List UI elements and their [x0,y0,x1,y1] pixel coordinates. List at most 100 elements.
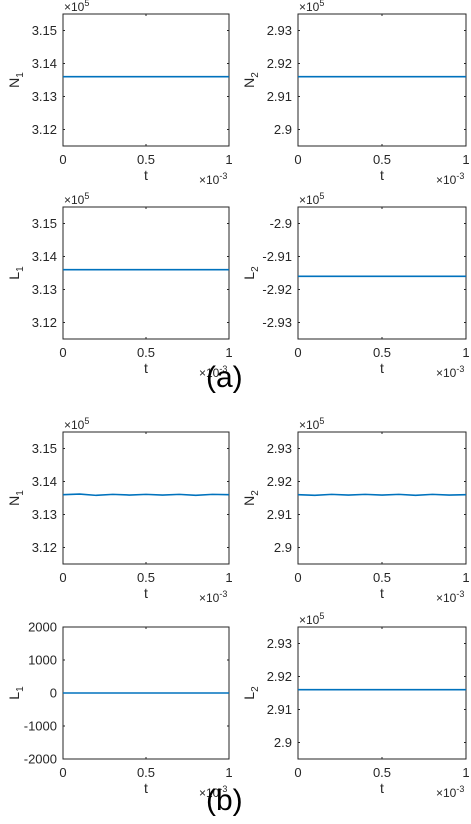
x-tick-label: 0.5 [373,570,391,585]
y-tick-label: -2000 [24,752,57,767]
x-tick-label: 0 [59,345,66,360]
x-tick-label: 0 [59,765,66,780]
x-tick-label: 1 [225,345,232,360]
y-tick-label: 2.91 [267,507,292,522]
y-tick-label: 2.9 [274,735,292,750]
x-tick-label: 0.5 [373,765,391,780]
x-axis-label: t [144,585,148,601]
x-axis-label: t [380,780,384,796]
y-tick-label: 3.13 [32,507,57,522]
y-tick-label: 3.14 [32,249,57,264]
y-tick-label: 3.14 [32,474,57,489]
y-tick-label: 2.93 [267,23,292,38]
chart-panel-5: 0 0.5 1 3.12 3.13 3.14 3.15 t N1 ×105 ×10-3 [6,416,233,605]
y-axis-label: L1 [6,266,26,280]
x-tick-label: 0 [294,570,301,585]
series-line [297,493,467,497]
y-tick-label: 3.15 [32,441,57,456]
y-tick-label: 3.15 [32,216,57,231]
axes-frame [62,13,230,147]
x-tick-label: 1 [462,152,469,167]
x-tick-label: 0 [294,765,301,780]
y-tick-label: 2.92 [267,669,292,684]
x-exponent: ×10-3 [199,784,227,800]
y-tick-label: 2.93 [267,441,292,456]
y-axis-label: N1 [6,490,26,506]
chart-panel-4: 0 0.5 1 -2.93 -2.92 -2.91 -2.9 t L2 ×105 ×10-3 [241,191,470,380]
x-tick-label: 0 [59,152,66,167]
x-axis-label: t [144,360,148,376]
x-tick-label: 1 [462,570,469,585]
y-tick-label: -2.92 [262,282,292,297]
y-tick-label: 3.12 [32,540,57,555]
y-axis-label: N1 [6,72,26,88]
y-tick-label: 2.91 [267,702,292,717]
axes-frame [62,431,230,565]
y-tick-label: -1000 [24,719,57,734]
x-exponent: ×10-3 [199,589,227,605]
y-tick-label: 3.13 [32,89,57,104]
axes-frame [297,626,467,760]
y-tick-label: 1000 [28,653,57,668]
y-exponent: ×105 [299,611,324,627]
x-tick-label: 0.5 [137,570,155,585]
x-axis-label: t [144,780,148,796]
x-exponent: ×10-3 [199,171,227,187]
x-axis-label: t [144,167,148,183]
y-tick-label: -2.9 [270,216,292,231]
x-axis-label: t [380,167,384,183]
y-exponent: ×105 [299,416,324,432]
y-tick-label: 3.15 [32,23,57,38]
y-tick-label: -2.93 [262,315,292,330]
y-exponent: ×105 [299,191,324,207]
x-tick-label: 1 [225,570,232,585]
y-tick-label: 3.13 [32,282,57,297]
y-axis-label: N2 [241,72,261,88]
y-tick-label: 0 [50,686,57,701]
panel-label-a: (a) [206,361,243,394]
x-tick-label: 0.5 [137,152,155,167]
chart-panel-6: 0 0.5 1 2.9 2.91 2.92 2.93 t N2 ×105 ×10-3 [241,416,470,605]
x-tick-label: 0 [59,570,66,585]
y-axis-label: L2 [241,266,261,280]
y-axis-label: L1 [6,686,26,700]
x-exponent: ×10-3 [436,784,464,800]
series-line [62,493,230,497]
y-tick-label: -2.91 [262,249,292,264]
y-tick-label: 3.12 [32,315,57,330]
x-tick-label: 0.5 [373,345,391,360]
chart-panel-2: 0 0.5 1 2.9 2.91 2.92 2.93 t N2 ×105 ×10-3 [241,0,470,187]
y-exponent: ×105 [64,416,89,432]
x-tick-label: 1 [462,765,469,780]
panel-label-b: (b) [206,784,243,817]
chart-panel-8: 0 0.5 1 2.9 2.91 2.92 2.93 t L2 ×105 ×10-3 [241,611,470,800]
x-tick-label: 0.5 [373,152,391,167]
axes-frame [297,431,467,565]
axes-frame [62,206,230,340]
x-tick-label: 0.5 [137,345,155,360]
y-tick-label: 2.92 [267,56,292,71]
x-tick-label: 1 [462,345,469,360]
chart-panel-1: 0 0.5 1 3.12 3.13 3.14 3.15 t N1 ×105 ×10-3 [6,0,233,187]
x-axis-label: t [380,360,384,376]
x-tick-label: 0.5 [137,765,155,780]
y-tick-label: 2.93 [267,636,292,651]
y-tick-label: 2000 [28,620,57,635]
y-tick-label: 2.91 [267,89,292,104]
x-exponent: ×10-3 [436,589,464,605]
x-tick-label: 1 [225,765,232,780]
chart-panel-7: 0 0.5 1 -2000 -1000 0 1000 2000 t L1 ×10-3 [6,620,233,801]
x-tick-label: 1 [225,152,232,167]
axes-frame [297,13,467,147]
y-exponent: ×105 [64,191,89,207]
y-exponent: ×105 [299,0,324,14]
y-tick-label: 3.14 [32,56,57,71]
y-tick-label: 2.9 [274,540,292,555]
x-exponent: ×10-3 [436,364,464,380]
x-tick-label: 0 [294,152,301,167]
y-tick-label: 2.9 [274,122,292,137]
y-exponent: ×105 [64,0,89,14]
y-axis-label: L2 [241,686,261,700]
y-tick-label: 3.12 [32,122,57,137]
